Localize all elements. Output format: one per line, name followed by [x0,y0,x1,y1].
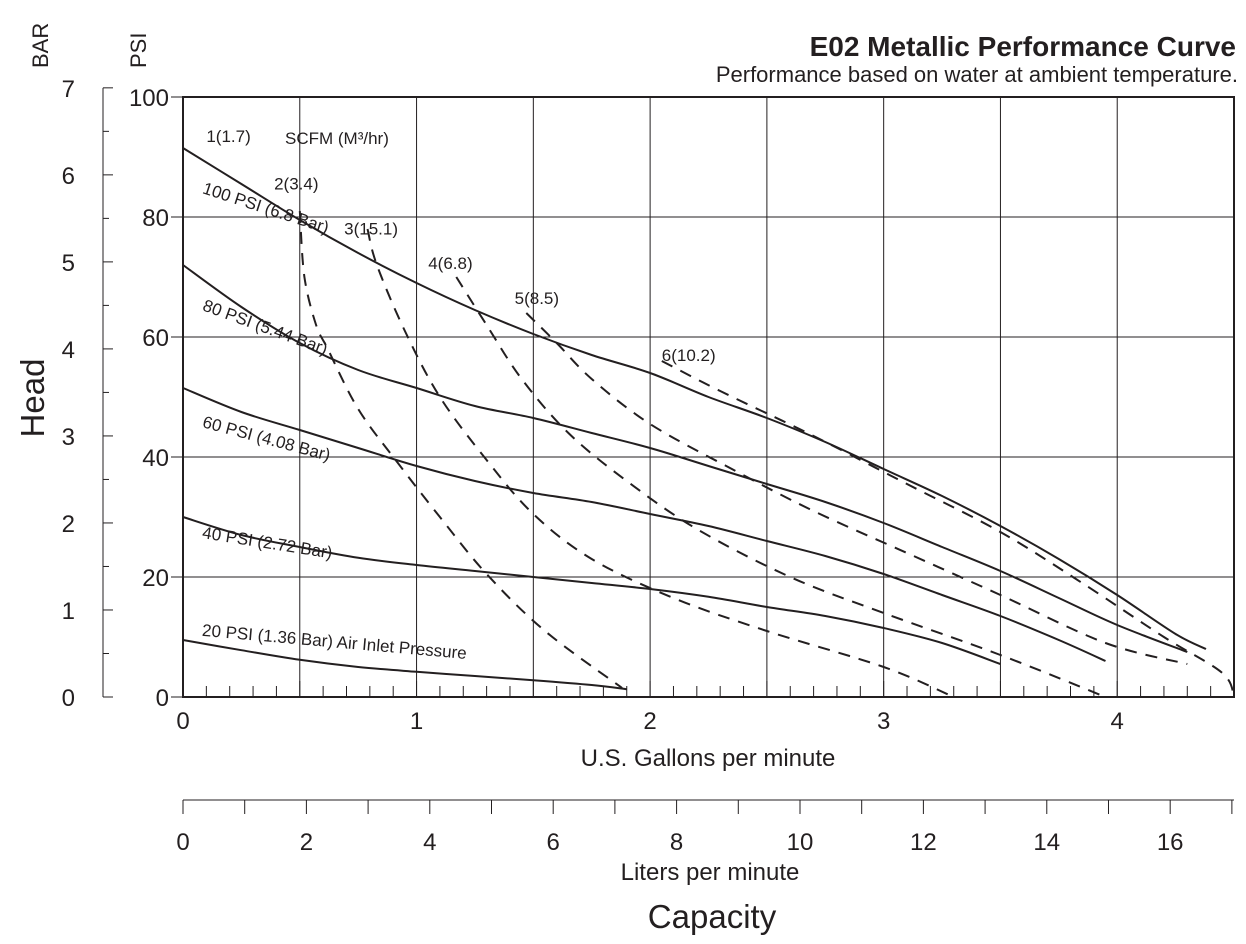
air-curve-label-2: 3(15.1) [344,219,398,238]
lpm-tick-label: 0 [176,829,189,856]
air-curve-label-0: 1(1.7) [206,127,250,146]
psi-tick-label: 80 [142,205,169,232]
air-curve-label-3: 4(6.8) [428,254,472,273]
plot-frame [182,96,1235,698]
psi-tick-label: 100 [129,85,169,112]
lpm-tick-label: 14 [1033,829,1060,856]
chart-title: E02 Metallic Performance Curve [810,31,1236,62]
psi-unit-label: PSI [126,33,151,68]
air-curve-label-4: 5(8.5) [515,289,559,308]
bar-unit-label: BAR [28,23,53,68]
bar-tick-label: 0 [62,685,75,712]
chart-subtitle: Performance based on water at ambient te… [716,62,1238,87]
gpm-tick-label: 3 [877,708,890,735]
psi-tick-label: 40 [142,445,169,472]
curve-labels: 100 PSI (6.8 Bar)80 PSI (5.44 Bar)60 PSI… [200,127,715,663]
scfm-label: SCFM (M³/hr) [285,129,389,148]
pressure-curve-0 [182,147,1207,650]
pressure-curve-label-4: 20 PSI (1.36 Bar) Air Inlet Pressure [201,621,467,663]
bar-tick-label: 2 [62,511,75,538]
air-curve-1 [298,210,623,689]
pressure-curve-4 [182,639,627,691]
lpm-tick-label: 2 [300,829,313,856]
lpm-tick-label: 10 [787,829,814,856]
bar-tick-label: 1 [62,598,75,625]
air-curve-2 [366,228,955,698]
air-curve-5 [661,360,1235,698]
lpm-tick-label: 6 [547,829,560,856]
air-curve-label-5: 6(10.2) [662,346,716,365]
lpm-tick-label: 16 [1157,829,1184,856]
x-axis-label-lpm: Liters per minute [621,859,800,886]
lpm-tick-label: 12 [910,829,937,856]
gpm-tick-label: 1 [410,708,423,735]
psi-tick-label: 60 [142,325,169,352]
bar-tick-label: 4 [62,337,75,364]
bar-tick-label: 6 [62,163,75,190]
air-curve-label-1: 2(3.4) [274,174,318,193]
gpm-tick-label: 0 [176,708,189,735]
bar-tick-label: 3 [62,424,75,451]
psi-tick-label: 0 [156,685,169,712]
lpm-tick-label: 8 [670,829,683,856]
x-axis-label-gpm: U.S. Gallons per minute [581,745,836,772]
air-curve-3 [455,276,1106,698]
capacity-label: Capacity [648,898,777,935]
head-axis-label: Head [14,359,51,438]
lpm-tick-label: 4 [423,829,436,856]
pressure-curves [182,147,1207,691]
air-consumption-curves [298,210,1235,698]
gpm-tick-label: 2 [643,708,656,735]
pressure-curve-1 [182,264,1188,653]
gpm-tick-label: 4 [1111,708,1124,735]
pressure-curve-3 [182,516,1001,665]
grid-layer [182,96,1235,698]
psi-tick-label: 20 [142,565,169,592]
bar-tick-label: 5 [62,250,75,277]
pressure-curve-label-3: 40 PSI (2.72 Bar) [201,523,334,562]
pressure-curve-2 [182,387,1106,662]
bar-tick-label: 7 [62,76,75,103]
air-curve-4 [525,312,1188,665]
